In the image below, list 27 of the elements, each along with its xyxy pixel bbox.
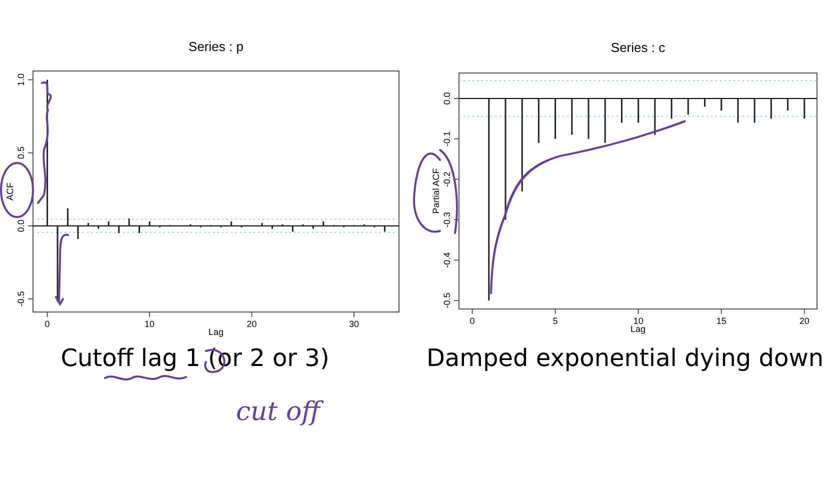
chart-title: Series : p xyxy=(188,39,244,54)
x-tick-label: 30 xyxy=(349,319,360,329)
x-tick-label: 15 xyxy=(716,316,726,326)
y-tick-label: 0.5 xyxy=(16,146,26,160)
x-tick-label: 5 xyxy=(552,316,558,326)
y-tick-label: -0.5 xyxy=(442,292,452,308)
text: Damped exponential dying down xyxy=(426,344,824,372)
text: cut off xyxy=(236,397,325,427)
x-tick-label: 20 xyxy=(799,316,810,326)
x-axis-title: Lag xyxy=(208,327,224,337)
x-tick-label: 10 xyxy=(633,316,644,326)
y-tick-label: -0.4 xyxy=(442,252,452,268)
x-tick-label: 0 xyxy=(470,316,475,326)
y-tick-label: -0.2 xyxy=(442,172,452,188)
y-tick-label: 0.0 xyxy=(442,92,452,105)
y-tick-label: 0.0 xyxy=(16,220,26,232)
y-axis-title: ACF xyxy=(5,182,15,200)
x-axis-title: Lag xyxy=(630,324,646,334)
y-axis-title: Partial ACF xyxy=(431,168,441,214)
chart-title: Series : c xyxy=(610,40,666,55)
x-tick-label: 10 xyxy=(144,319,155,329)
x-tick-label: 20 xyxy=(246,319,257,329)
y-tick-label: -0.5 xyxy=(16,291,26,307)
x-tick-label: 0 xyxy=(44,319,50,329)
y-tick-label: -0.3 xyxy=(442,212,452,228)
y-tick-label: 1.0 xyxy=(16,74,26,86)
y-tick-label: -0.1 xyxy=(442,131,452,147)
